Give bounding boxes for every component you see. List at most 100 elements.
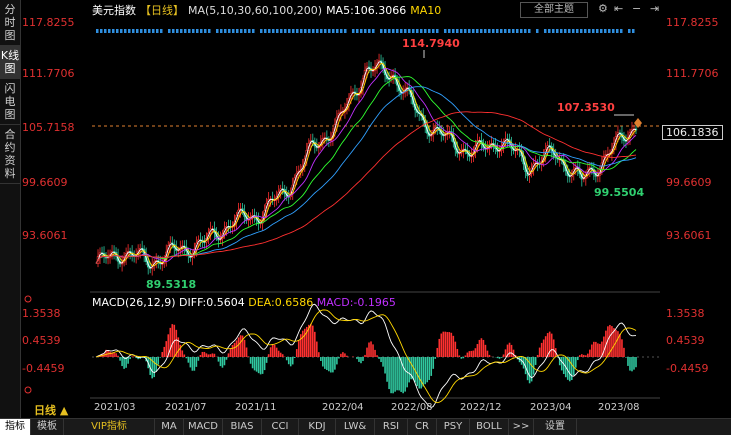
period-selector[interactable]: 日线 ▲ — [34, 404, 69, 417]
macd-legend: MACD(26,12,9) DIFF:0.5604 DEA:0.6586 MAC… — [92, 296, 396, 309]
tab-cr[interactable]: CR — [408, 419, 437, 435]
tab-vip[interactable]: VIP指标 — [64, 419, 155, 435]
signal-dot — [412, 29, 415, 33]
signal-dot — [460, 29, 463, 33]
signal-dot — [584, 29, 587, 33]
signal-dot — [300, 29, 303, 33]
tab-indicator[interactable]: 指标 — [0, 419, 31, 435]
signal-dot — [452, 29, 455, 33]
theme-dropdown[interactable]: 全部主题 — [520, 2, 588, 18]
signal-dot — [188, 29, 191, 33]
x-label-3: 2021/11 — [235, 402, 277, 413]
macd-label-right-1: 1.3538 — [666, 307, 705, 320]
side-tab-timeshare[interactable]: 分时图 — [0, 0, 20, 46]
signal-dot — [444, 29, 447, 33]
signal-dot — [112, 29, 115, 33]
signal-dot — [448, 29, 451, 33]
indicator-bar: 指标 模板 VIP指标 MA MACD BIAS CCI KDJ LW& RSI… — [0, 418, 731, 435]
last-price-tag: 106.1836 — [662, 125, 723, 140]
ma10-line — [95, 63, 637, 267]
tab-ma[interactable]: MA — [155, 419, 184, 435]
signal-dot — [536, 29, 539, 33]
tab-cci[interactable]: CCI — [262, 419, 299, 435]
signal-dot — [228, 29, 231, 33]
signal-dot — [352, 29, 355, 33]
side-tab-contract[interactable]: 合约资料 — [0, 125, 20, 184]
tab-psy[interactable]: PSY — [437, 419, 470, 435]
tab-rsi[interactable]: RSI — [375, 419, 408, 435]
signal-dot — [628, 29, 631, 33]
ma5-value: MA5:106.3066 — [326, 4, 407, 17]
ma10-value: MA10 — [410, 4, 442, 17]
signal-dot — [528, 29, 531, 33]
signal-dot — [548, 29, 551, 33]
macd-dea-line — [95, 309, 637, 404]
next-icon[interactable]: ⇥ — [650, 2, 660, 15]
ma200-line — [95, 111, 637, 264]
ma-params: MA(5,10,30,60,100,200) — [188, 4, 323, 17]
tab-bias[interactable]: BIAS — [223, 419, 262, 435]
signal-dot — [244, 29, 247, 33]
minimize-icon[interactable]: − — [632, 2, 642, 15]
signal-dot — [620, 29, 623, 33]
prev-icon[interactable]: ⇤ — [614, 2, 624, 15]
signal-dot — [116, 29, 119, 33]
x-label-7: 2023/04 — [530, 402, 572, 413]
tab-kdj[interactable]: KDJ — [299, 419, 336, 435]
signal-dot — [516, 29, 519, 33]
signal-dot — [416, 29, 419, 33]
signal-dot — [384, 29, 387, 33]
signal-dot — [152, 29, 155, 33]
y-label-left-1: 117.8255 — [22, 16, 75, 29]
macd-settings-icon — [24, 295, 32, 303]
tab-boll[interactable]: BOLL — [470, 419, 509, 435]
signal-dot — [572, 29, 575, 33]
signal-dot — [144, 29, 147, 33]
chart-legend: 美元指数 【日线】 MA(5,10,30,60,100,200) MA5:106.30… — [92, 2, 445, 18]
signal-dot — [168, 29, 171, 33]
signal-dot — [288, 29, 291, 33]
y-label-right-2: 111.7706 — [666, 67, 719, 80]
tab-template[interactable]: 模板 — [31, 419, 64, 435]
signal-dot — [192, 29, 195, 33]
y-label-left-3: 105.7158 — [22, 121, 75, 134]
tab-settings[interactable]: 设置 — [534, 419, 577, 435]
signal-dot — [364, 29, 367, 33]
signal-dot — [380, 29, 383, 33]
signal-dot — [432, 29, 435, 33]
signal-dot — [492, 29, 495, 33]
signal-dot — [408, 29, 411, 33]
signal-dot — [392, 29, 395, 33]
side-tab-kline[interactable]: K线图 — [0, 46, 20, 79]
side-tab-flash[interactable]: 闪电图 — [0, 79, 20, 125]
signal-dot — [604, 29, 607, 33]
tab-macd[interactable]: MACD — [184, 419, 223, 435]
y-label-right-1: 117.8255 — [666, 16, 719, 29]
x-label-1: 2021/03 — [94, 402, 136, 413]
signal-dot — [124, 29, 127, 33]
signal-dot — [184, 29, 187, 33]
signal-dot — [312, 29, 315, 33]
signal-dot — [148, 29, 151, 33]
signal-dot — [464, 29, 467, 33]
x-label-8: 2023/08 — [598, 402, 640, 413]
signal-dot — [600, 29, 603, 33]
signal-dot — [388, 29, 391, 33]
signal-dot — [328, 29, 331, 33]
signal-dot — [428, 29, 431, 33]
signal-dot — [156, 29, 159, 33]
signal-dot — [200, 29, 203, 33]
signal-dot — [260, 29, 263, 33]
tab-lw[interactable]: LW& — [336, 419, 375, 435]
y-label-right-5: 93.6061 — [666, 229, 712, 242]
axis-settings-icon — [24, 386, 32, 394]
settings-icon[interactable]: ⚙ — [598, 2, 608, 15]
signal-dot — [420, 29, 423, 33]
signal-dot — [616, 29, 619, 33]
signal-dot — [104, 29, 107, 33]
signal-dot — [272, 29, 275, 33]
tab-more[interactable]: >> — [509, 419, 534, 435]
macd-diff: DIFF:0.5604 — [179, 296, 245, 309]
ma60-line — [95, 76, 637, 264]
